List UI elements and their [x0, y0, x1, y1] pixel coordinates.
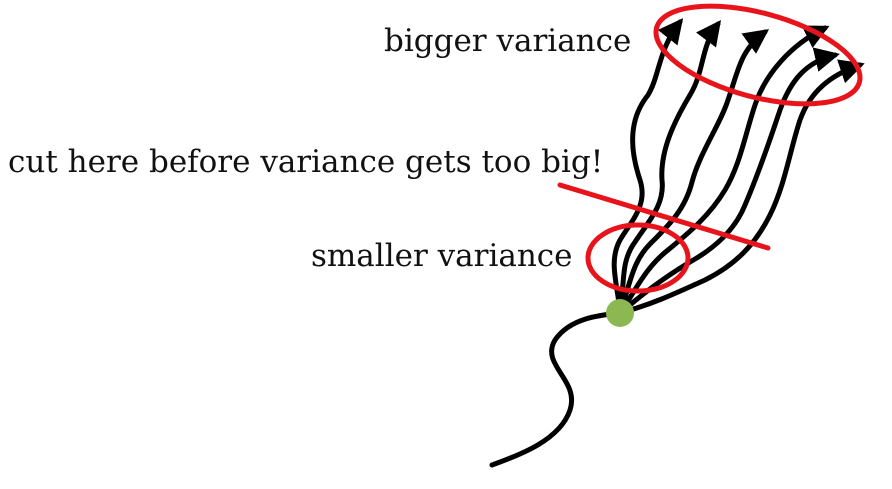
branch-trajectory [617, 29, 770, 316]
start-point-marker [606, 299, 634, 327]
branch-trajectory [617, 19, 721, 316]
cut-here-label: cut here before variance gets too big! [8, 144, 604, 180]
branch-trajectory [611, 18, 684, 316]
cut-line [557, 182, 771, 251]
smaller-variance-ellipse [585, 222, 691, 294]
branch-trajectory [617, 25, 830, 316]
smaller-variance-label: smaller variance [311, 238, 573, 274]
bigger-variance-label: bigger variance [384, 23, 632, 59]
trunk-trajectory [489, 310, 623, 468]
branch-trajectory [617, 47, 840, 316]
branch-trajectory [617, 59, 865, 316]
bigger-variance-ellipse [653, 3, 863, 107]
